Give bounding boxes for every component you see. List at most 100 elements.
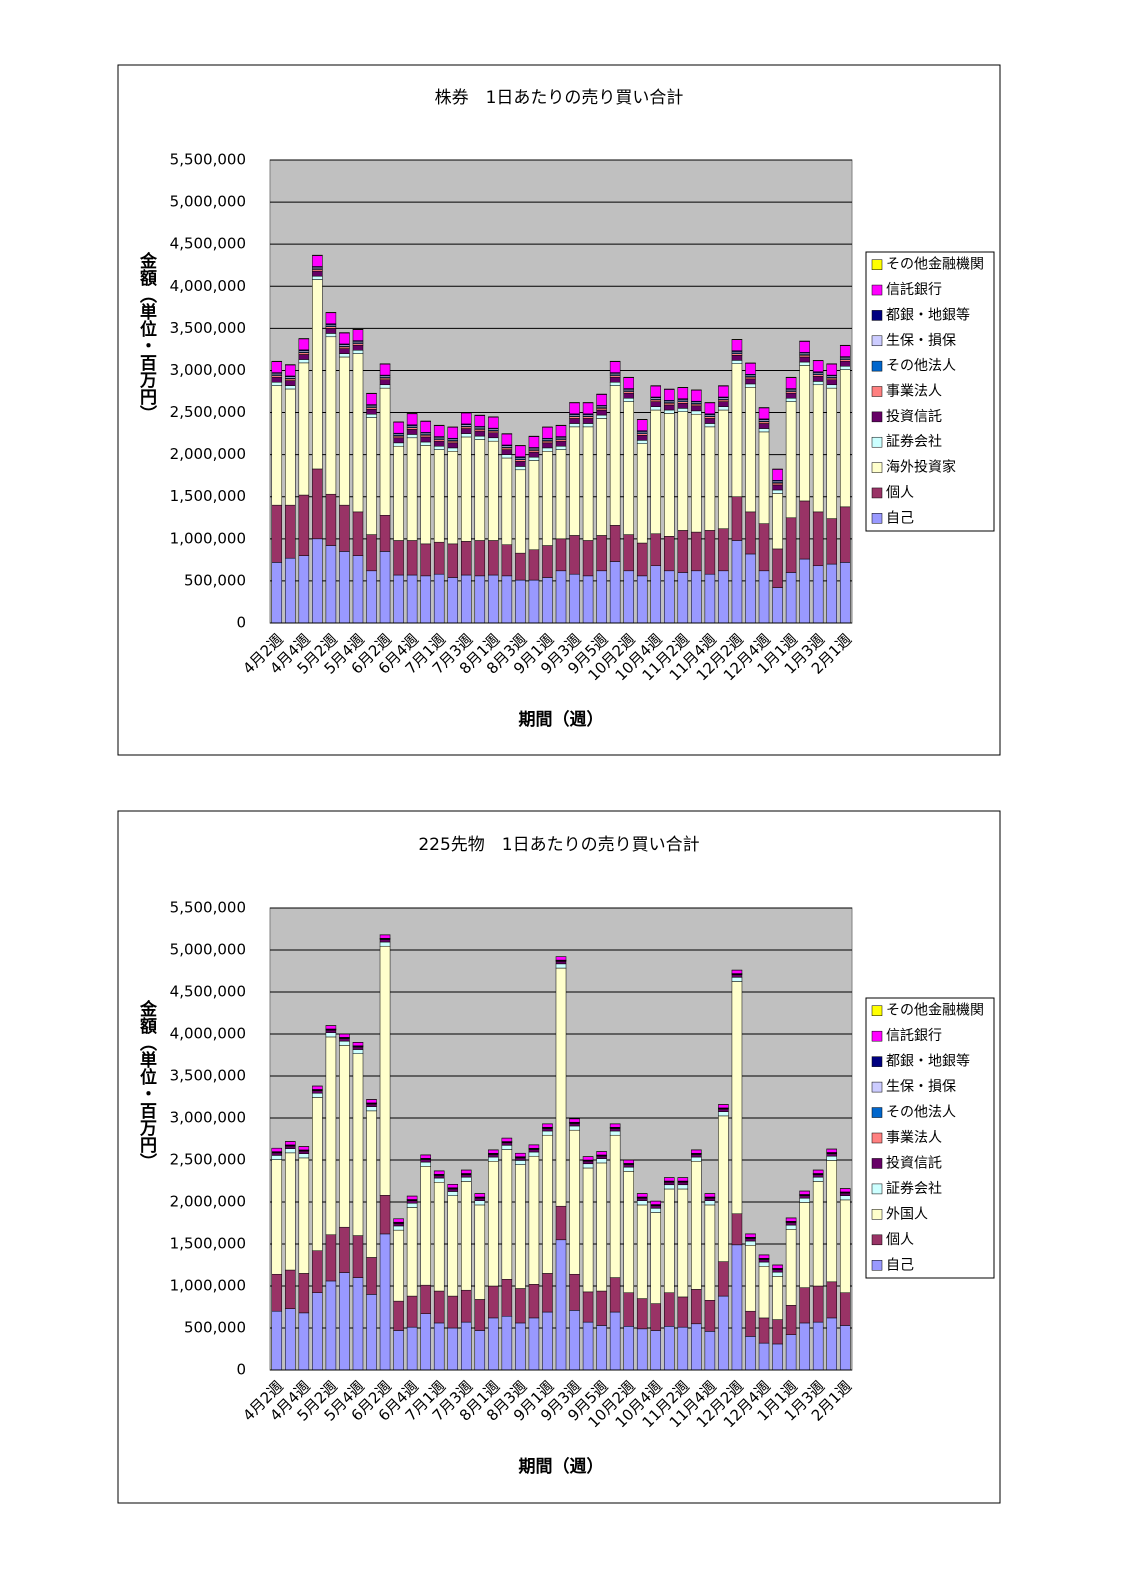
bar-segment bbox=[298, 354, 310, 360]
bar-segment bbox=[569, 1273, 580, 1311]
bar-segment bbox=[298, 1273, 310, 1314]
bar-segment bbox=[718, 409, 729, 529]
bar-segment bbox=[352, 344, 364, 351]
bar-segment bbox=[839, 1188, 851, 1193]
bar-segment bbox=[664, 1292, 675, 1327]
bar-segment bbox=[312, 538, 323, 624]
y-tick-label: 500,000 bbox=[184, 1319, 246, 1337]
bar-segment bbox=[271, 1152, 283, 1156]
bar-segment bbox=[352, 511, 364, 556]
bar-segment bbox=[393, 445, 404, 541]
bar-segment bbox=[406, 1203, 418, 1208]
bar-segment bbox=[718, 1108, 729, 1112]
bar-segment bbox=[420, 1154, 431, 1159]
y-axis-title: 金額（単位・百万円） bbox=[136, 251, 158, 422]
bar-segment bbox=[298, 352, 310, 355]
bar-segment bbox=[758, 523, 770, 572]
bar-segment bbox=[596, 408, 607, 411]
bar-segment bbox=[379, 551, 391, 624]
bar-segment bbox=[366, 534, 377, 572]
bar-segment bbox=[542, 1123, 553, 1128]
bar-segment bbox=[582, 575, 594, 624]
bar-segment bbox=[312, 270, 323, 277]
y-tick-label: 5,000,000 bbox=[170, 193, 246, 211]
bar-segment bbox=[339, 504, 350, 552]
bar-segment bbox=[528, 1317, 540, 1371]
bar-segment bbox=[420, 543, 431, 577]
bar-segment bbox=[460, 1176, 472, 1182]
bar-segment bbox=[406, 1200, 418, 1204]
y-tick-label: 3,000,000 bbox=[170, 1109, 246, 1127]
bar-segment bbox=[528, 579, 540, 624]
legend-label: 都銀・地銀等 bbox=[886, 1053, 970, 1070]
bar-segment bbox=[826, 518, 837, 565]
bar-segment bbox=[785, 377, 797, 389]
bar-segment bbox=[447, 427, 458, 439]
bar-segment bbox=[704, 1300, 716, 1332]
bar-segment bbox=[650, 533, 662, 567]
bar-segment bbox=[596, 1155, 607, 1159]
bar-segment bbox=[555, 967, 567, 1207]
bar-segment bbox=[745, 376, 756, 380]
bar-segment bbox=[474, 575, 486, 624]
x-axis-title: 期間（週） bbox=[519, 1456, 604, 1477]
bar-segment bbox=[650, 565, 662, 624]
bar-segment bbox=[447, 1188, 458, 1192]
bar-segment bbox=[691, 413, 702, 533]
bar-segment bbox=[664, 1184, 675, 1190]
bar-segment bbox=[718, 1295, 729, 1371]
bar-segment bbox=[799, 355, 810, 358]
bar-segment bbox=[664, 389, 675, 401]
bar-segment bbox=[731, 496, 743, 541]
y-tick-label: 1,500,000 bbox=[170, 1235, 246, 1253]
bar-segment bbox=[650, 399, 662, 402]
bar-segment bbox=[596, 1162, 607, 1292]
bar-segment bbox=[433, 1290, 445, 1324]
bar-segment bbox=[609, 381, 621, 386]
bar-segment bbox=[745, 511, 756, 555]
bar-segment bbox=[664, 404, 675, 411]
y-tick-label: 2,000,000 bbox=[170, 445, 246, 463]
bar-segment bbox=[636, 542, 648, 577]
bar-segment bbox=[528, 436, 540, 448]
bar-segment bbox=[758, 423, 770, 429]
bar-segment bbox=[812, 511, 824, 567]
bar-segment bbox=[731, 1244, 743, 1371]
bar-segment bbox=[785, 1217, 797, 1222]
legend-swatch bbox=[871, 1209, 883, 1220]
bar-segment bbox=[826, 1155, 837, 1161]
bar-segment bbox=[393, 1223, 404, 1227]
bar-segment bbox=[298, 494, 310, 556]
bar-segment bbox=[420, 441, 431, 446]
bar-segment bbox=[339, 353, 350, 358]
bar-segment bbox=[650, 401, 662, 407]
bar-segment bbox=[433, 573, 445, 624]
bar-segment bbox=[285, 1308, 296, 1371]
legend-swatch bbox=[871, 1107, 883, 1118]
bar-segment bbox=[623, 570, 634, 624]
bar-segment bbox=[812, 1321, 824, 1371]
bar-segment bbox=[677, 411, 689, 531]
bar-segment bbox=[339, 1045, 350, 1228]
bar-segment bbox=[271, 1147, 283, 1152]
bar-segment bbox=[271, 1273, 283, 1312]
bar-segment bbox=[650, 1330, 662, 1371]
bar-segment bbox=[542, 1311, 553, 1371]
y-tick-label: 4,500,000 bbox=[170, 235, 246, 253]
bar-segment bbox=[325, 493, 337, 546]
chart-title: 株券 1日あたりの売り買い合計 bbox=[435, 88, 684, 108]
bar-segment bbox=[772, 469, 783, 481]
bar-segment bbox=[758, 407, 770, 420]
bar-segment bbox=[758, 428, 770, 433]
bar-segment bbox=[271, 385, 283, 506]
bar-segment bbox=[569, 1125, 580, 1131]
bar-segment bbox=[691, 1154, 702, 1158]
bar-segment bbox=[379, 384, 391, 389]
bar-segment bbox=[406, 574, 418, 624]
bar-segment bbox=[271, 1310, 283, 1371]
bar-segment bbox=[325, 336, 337, 495]
bar-segment bbox=[826, 563, 837, 624]
bar-segment bbox=[447, 1191, 458, 1196]
legend-swatch bbox=[871, 1030, 883, 1042]
bar-segment bbox=[772, 1276, 783, 1320]
